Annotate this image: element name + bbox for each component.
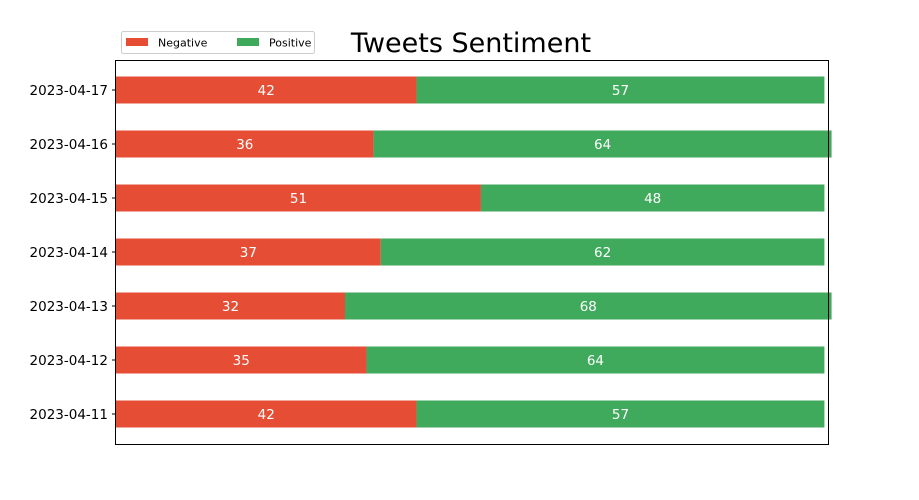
y-tick-label-2023-04-11: 2023-04-11: [30, 407, 108, 423]
bar-label-negative-2023-04-16: 36: [236, 137, 253, 153]
bar-negative-2023-04-12: [116, 346, 367, 374]
bars-layer: [116, 76, 832, 428]
legend: Negative Positive: [121, 31, 315, 54]
y-tick-label-2023-04-14: 2023-04-14: [30, 245, 108, 261]
bar-label-positive-2023-04-16: 64: [594, 137, 611, 153]
bar-label-negative-2023-04-11: 42: [258, 407, 275, 423]
bar-labels-layer: 42 57 35 64 32 68 37 62 51 48 36 64 42 57: [222, 83, 661, 423]
bar-label-negative-2023-04-15: 51: [290, 191, 307, 207]
bar-label-positive-2023-04-15: 48: [644, 191, 661, 207]
bar-negative-2023-04-16: [116, 130, 374, 158]
bar-positive-2023-04-14: [380, 238, 825, 266]
legend-box: [121, 31, 315, 54]
bar-label-negative-2023-04-14: 37: [240, 245, 257, 261]
bar-negative-2023-04-13: [116, 292, 345, 320]
bar-negative-2023-04-17: [116, 76, 417, 104]
y-tick-label-2023-04-16: 2023-04-16: [30, 137, 108, 153]
bar-positive-2023-04-13: [344, 292, 832, 320]
bar-label-positive-2023-04-13: 68: [580, 299, 597, 315]
bar-positive-2023-04-16: [373, 130, 832, 158]
bar-label-positive-2023-04-11: 57: [612, 407, 629, 423]
legend-swatch-negative: [126, 38, 148, 46]
bar-label-positive-2023-04-14: 62: [594, 245, 611, 261]
bar-negative-2023-04-15: [116, 184, 481, 212]
bar-positive-2023-04-12: [366, 346, 825, 374]
bar-negative-2023-04-14: [116, 238, 381, 266]
bar-label-negative-2023-04-12: 35: [233, 353, 250, 369]
bar-negative-2023-04-11: [116, 400, 417, 428]
bar-label-negative-2023-04-17: 42: [258, 83, 275, 99]
bar-positive-2023-04-11: [416, 400, 825, 428]
y-tick-label-2023-04-12: 2023-04-12: [30, 353, 108, 369]
legend-swatch-positive: [237, 38, 259, 46]
bar-label-positive-2023-04-12: 64: [587, 353, 604, 369]
bar-label-positive-2023-04-17: 57: [612, 83, 629, 99]
y-tick-label-2023-04-15: 2023-04-15: [30, 191, 108, 207]
legend-label-positive: Positive: [269, 37, 312, 50]
y-axis: 2023-04-11 2023-04-12 2023-04-13 2023-04-14…: [30, 83, 116, 423]
y-tick-label-2023-04-17: 2023-04-17: [30, 83, 108, 99]
bar-label-negative-2023-04-13: 32: [222, 299, 239, 315]
chart-title: Tweets Sentiment: [350, 28, 591, 59]
bar-positive-2023-04-17: [416, 76, 825, 104]
y-tick-label-2023-04-13: 2023-04-13: [30, 299, 108, 315]
bar-positive-2023-04-15: [480, 184, 825, 212]
legend-label-negative: Negative: [158, 37, 208, 50]
